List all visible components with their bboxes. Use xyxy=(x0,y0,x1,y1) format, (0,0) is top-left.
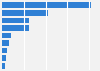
Bar xyxy=(2,25,29,31)
Bar xyxy=(2,10,48,16)
Bar xyxy=(2,63,5,69)
Bar xyxy=(2,18,29,23)
Bar xyxy=(2,48,7,53)
Bar xyxy=(2,2,92,8)
Bar xyxy=(2,40,9,46)
Bar xyxy=(2,55,6,61)
Bar xyxy=(2,33,10,38)
